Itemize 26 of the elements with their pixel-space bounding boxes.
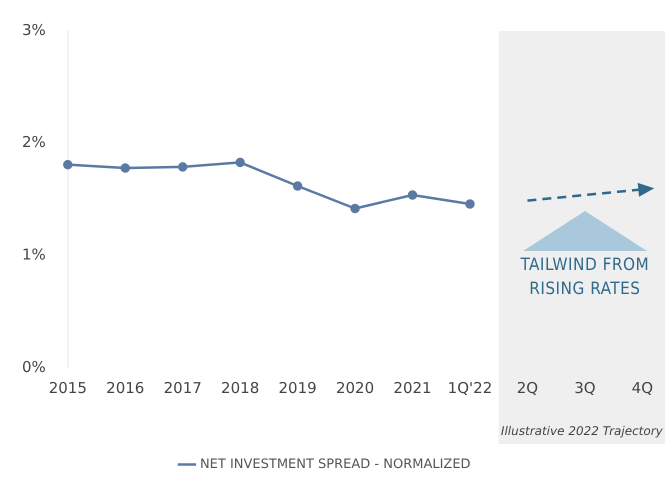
point — [350, 204, 360, 214]
x-tick-label: 4Q — [632, 378, 654, 397]
band-label: Illustrative 2022 Trajectory — [500, 424, 664, 438]
x-tick-label: 2018 — [221, 378, 260, 397]
point — [178, 162, 188, 172]
point — [465, 199, 475, 209]
x-tick-label: 2Q — [516, 378, 538, 397]
annotation: TAILWIND FROM RISING RATES — [519, 254, 650, 302]
point — [292, 181, 302, 191]
point — [63, 160, 73, 170]
point — [235, 158, 245, 168]
x-tick-label: 2021 — [393, 378, 432, 397]
x-tick-label: 2016 — [106, 378, 144, 397]
x-tick-label: 2015 — [48, 378, 87, 397]
y-tick-label: 0% — [22, 358, 46, 376]
x-tick-label: 3Q — [574, 378, 596, 397]
y-tick-label: 2% — [22, 133, 46, 152]
y-tick-label: 3% — [22, 20, 46, 39]
x-tick-label: 2020 — [336, 378, 374, 397]
x-tick-label: 2019 — [278, 378, 317, 397]
point — [120, 163, 130, 173]
x-tick-label: 1Q'22 — [448, 378, 492, 397]
x-tick-label: 2017 — [164, 378, 202, 397]
y-tick-label: 1% — [22, 246, 46, 264]
point — [408, 190, 418, 200]
legend-label: NET INVESTMENT SPREAD - NORMALIZED — [200, 456, 471, 472]
